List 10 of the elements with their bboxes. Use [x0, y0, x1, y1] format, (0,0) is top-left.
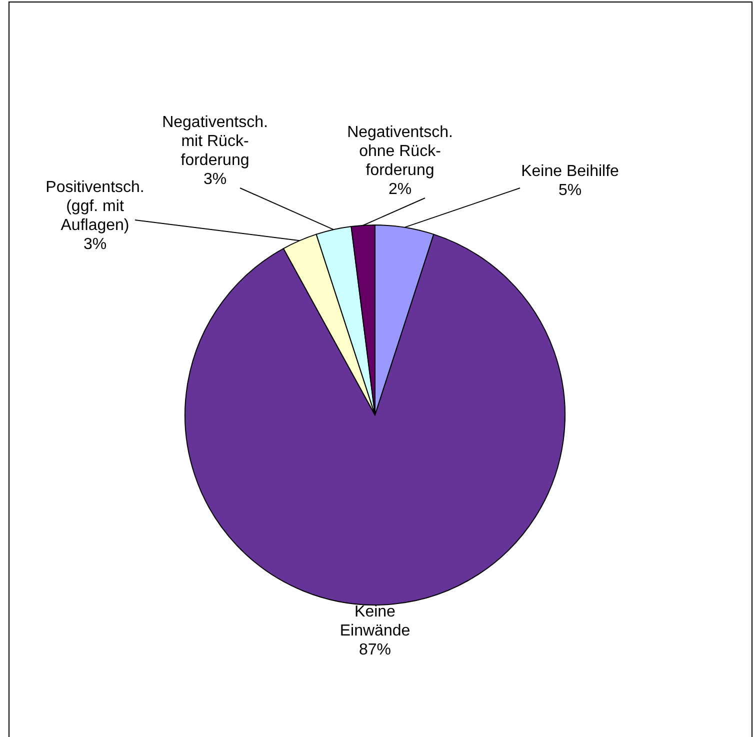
- slice-label: Negativentsch. ohne Rück- forderung: [347, 124, 453, 179]
- data-label: 5%: [558, 182, 582, 199]
- slice-label: Negativentsch. mit Rück- forderung: [162, 114, 268, 169]
- slice-label: Positiventsch. (ggf. mit Auflagen): [46, 179, 144, 234]
- slice-label: Keine Einwände: [340, 604, 410, 640]
- data-label: 2%: [388, 181, 412, 198]
- data-label: 3%: [203, 171, 227, 188]
- slice-label: Keine Beihilfe: [521, 163, 620, 180]
- data-label: 87%: [358, 642, 392, 658]
- data-label: 3%: [83, 236, 107, 253]
